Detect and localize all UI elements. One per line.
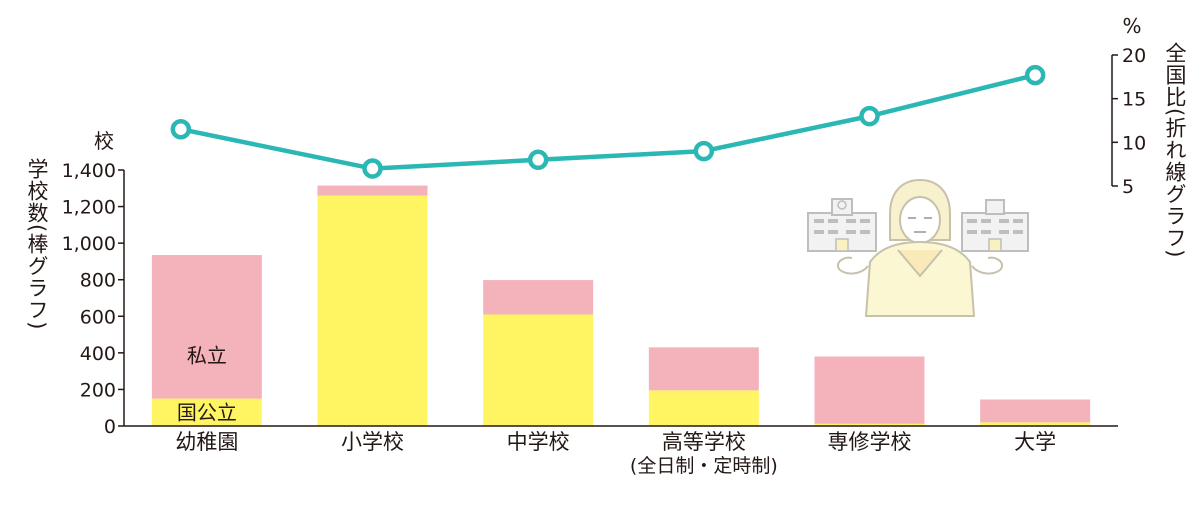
y-left-tick-label: 600 [80,306,116,328]
y-right-tick-label: 15 [1122,89,1146,111]
line-point-5 [1024,64,1046,86]
x-tick-label: 専修学校 [828,430,912,454]
x-tick-label: 高等学校 [662,430,746,454]
bar-private-1 [317,185,428,196]
line-series [180,72,1036,171]
y-right-axis-title: 全国比(折れ線グラフ) [1163,42,1187,259]
school-building-icon [961,199,1029,252]
y-left-tick-label: 1,000 [62,233,116,255]
y-left-tick-label: 800 [80,270,116,292]
student-girl-icon [836,178,1004,317]
y-left-tick-label: 1,200 [62,197,116,219]
y-left-unit: 校 [94,129,114,153]
bar-public-2 [483,314,594,426]
line-layer [170,64,1046,179]
x-tick-sublabel: (全日制・定時制) [630,455,778,477]
x-tick-label: 大学 [1014,430,1056,454]
bar-private-5 [980,399,1091,423]
y-left-tick-label: 400 [80,343,116,365]
annotation-private: 私立 [187,344,227,368]
bar-public-0 [151,398,262,426]
y-left-tick-label: 1,400 [62,160,116,182]
school-building-icon [807,198,877,252]
line-point-2 [527,149,549,171]
y-right-tick-label: 5 [1122,176,1134,198]
x-tick-label: 中学校 [507,430,570,454]
y-right-tick-label: 10 [1122,132,1146,154]
bar-private-2 [483,280,594,315]
x-tick-label: 幼稚園 [175,430,238,454]
line-point-3 [693,140,715,162]
line-point-1 [362,158,383,179]
y-right-unit: % [1122,14,1141,38]
bar-private-4 [814,356,925,424]
line-point-4 [859,105,880,127]
y-right-tick-label: 20 [1122,45,1146,67]
bar-private-3 [648,347,759,391]
y-left-tick-label: 200 [80,379,116,401]
x-tick-label: 小学校 [341,430,404,454]
y-left-tick-label: 0 [104,416,116,438]
annotation-public: 国公立 [177,400,237,424]
bar-public-1 [317,195,428,426]
line-point-0 [170,118,192,140]
bar-public-4 [814,423,925,426]
y-left-axis-title: 学校数(棒グラフ) [25,158,49,331]
bar-public-5 [980,422,1091,426]
bar-private-0 [151,255,262,399]
bar-public-3 [648,390,759,426]
illustration [807,178,1029,317]
